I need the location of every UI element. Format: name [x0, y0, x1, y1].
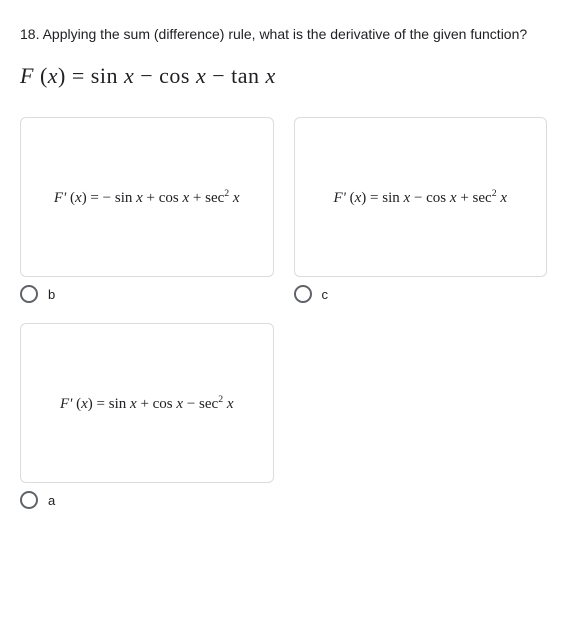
radio-icon[interactable]	[20, 285, 38, 303]
radio-label-b: b	[48, 287, 55, 302]
option-math-b: F' (x) = − sin x + cos x + sec2 x	[54, 188, 240, 207]
question-text: 18. Applying the sum (difference) rule, …	[20, 24, 547, 45]
radio-label-c: c	[322, 287, 329, 302]
option-card-c[interactable]: F' (x) = sin x − cos x + sec2 x	[294, 117, 548, 277]
option-math-a: F' (x) = sin x + cos x − sec2 x	[60, 394, 234, 413]
option-card-b[interactable]: F' (x) = − sin x + cos x + sec2 x	[20, 117, 274, 277]
option-block-a: F' (x) = sin x + cos x − sec2 x a	[20, 323, 274, 509]
radio-row-b[interactable]: b	[20, 285, 274, 303]
option-block-b: F' (x) = − sin x + cos x + sec2 x b	[20, 117, 274, 303]
option-card-a[interactable]: F' (x) = sin x + cos x − sec2 x	[20, 323, 274, 483]
options-grid: F' (x) = − sin x + cos x + sec2 x b F' (…	[20, 117, 547, 509]
question-number: 18.	[20, 26, 39, 42]
radio-icon[interactable]	[20, 491, 38, 509]
question-body: Applying the sum (difference) rule, what…	[43, 26, 528, 42]
radio-label-a: a	[48, 493, 55, 508]
question-formula: F (x) = sin x − cos x − tan x	[20, 63, 547, 89]
radio-icon[interactable]	[294, 285, 312, 303]
option-math-c: F' (x) = sin x − cos x + sec2 x	[334, 188, 508, 207]
option-block-c: F' (x) = sin x − cos x + sec2 x c	[294, 117, 548, 303]
radio-row-a[interactable]: a	[20, 491, 274, 509]
radio-row-c[interactable]: c	[294, 285, 548, 303]
